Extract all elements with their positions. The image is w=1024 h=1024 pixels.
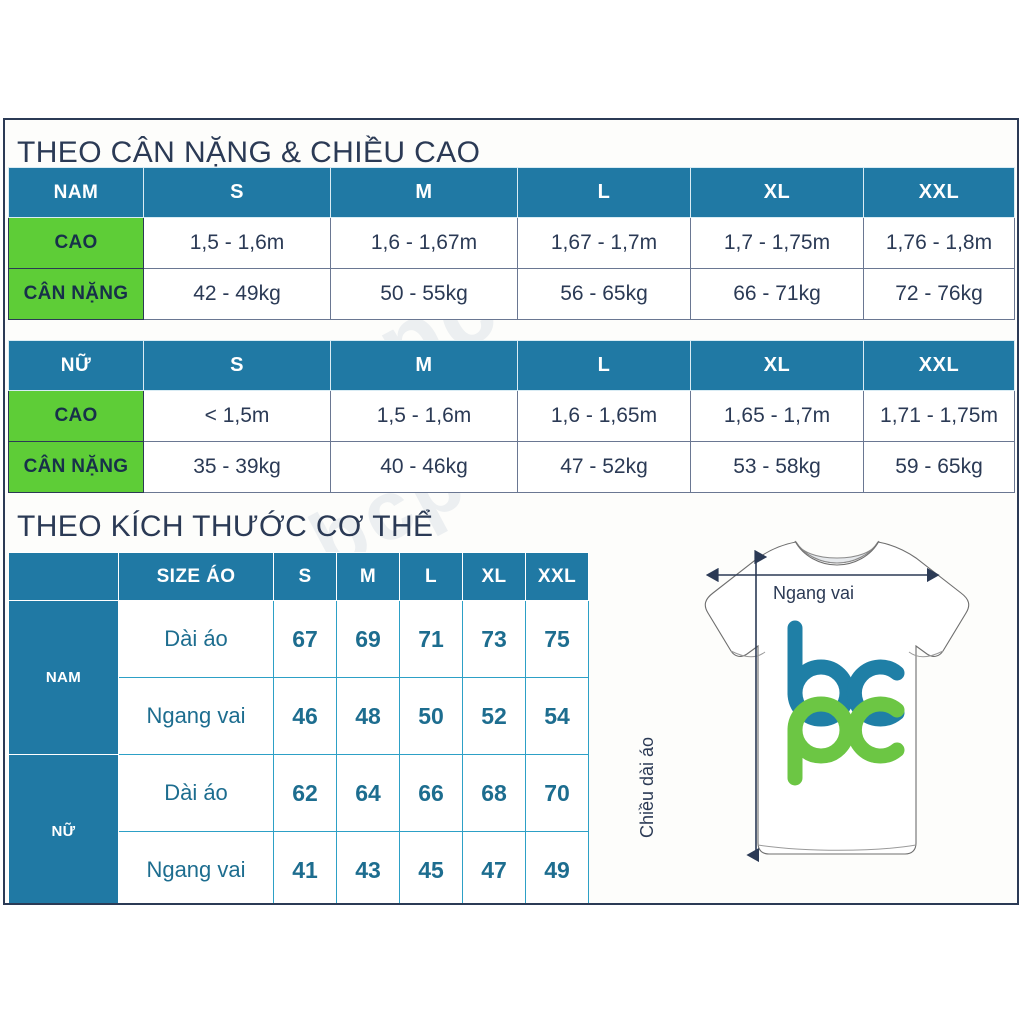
cell-women-weight-xxl: 59 - 65kg xyxy=(863,441,1015,493)
cell-men-shoulder-s: 46 xyxy=(273,677,337,755)
header-size-xl: XL xyxy=(462,552,526,601)
cell-women-height-l: 1,6 - 1,65m xyxy=(517,390,691,442)
cell-women-weight-m: 40 - 46kg xyxy=(330,441,518,493)
row-name-men-length: Dài áo xyxy=(118,600,274,678)
tshirt-bottom-hem xyxy=(757,844,917,851)
header-size-l: L xyxy=(517,167,691,218)
section-title-weight-height: THEO CÂN NẶNG & CHIỀU CAO xyxy=(17,136,481,169)
cell-women-shoulder-l: 45 xyxy=(399,831,463,903)
cell-women-length-s: 62 xyxy=(273,754,337,832)
cell-women-length-m: 64 xyxy=(336,754,400,832)
cell-men-length-m: 69 xyxy=(336,600,400,678)
header-gender-women: NỮ xyxy=(8,340,144,391)
table-row: NỮ Dài áo 62 64 66 68 70 xyxy=(8,754,589,903)
header-size-s: S xyxy=(273,552,337,601)
table-body-measurements: SIZE ÁO S M L XL XXL NAM Dài áo 67 69 71 xyxy=(8,552,589,903)
header-size-xxl: XXL xyxy=(525,552,589,601)
cell-men-weight-s: 42 - 49kg xyxy=(143,268,331,320)
tshirt-sleeve-hem-right xyxy=(908,650,944,658)
table-women-weight-height: NỮ S M L XL XXL CAO < 1,5m 1,5 - 1,6m 1,… xyxy=(8,340,1015,493)
header-size-m: M xyxy=(330,167,518,218)
table-row: CAO < 1,5m 1,5 - 1,6m 1,6 - 1,65m 1,65 -… xyxy=(8,390,1015,442)
cell-women-height-xxl: 1,71 - 1,75m xyxy=(863,390,1015,442)
header-size-l: L xyxy=(517,340,691,391)
cell-men-height-xl: 1,7 - 1,75m xyxy=(690,217,864,269)
row-name-women-shoulder: Ngang vai xyxy=(118,831,274,903)
table-row: NAM Dài áo 67 69 71 73 75 xyxy=(8,600,589,755)
header-gender-men: NAM xyxy=(8,167,144,218)
tshirt-diagram: Ngang vai Chiều dài áo xyxy=(625,525,1013,897)
header-size-l: L xyxy=(399,552,463,601)
row-name-women-length: Dài áo xyxy=(118,754,274,832)
row-label-weight: CÂN NẶNG xyxy=(8,268,144,320)
chart-frame: bcpc bcpc THEO CÂN NẶNG & CHIỀU CAO NAM … xyxy=(3,118,1019,905)
header-size-m: M xyxy=(336,552,400,601)
cell-men-weight-m: 50 - 55kg xyxy=(330,268,518,320)
header-size-xxl: XXL xyxy=(863,167,1015,218)
cell-women-shoulder-m: 43 xyxy=(336,831,400,903)
cell-men-weight-l: 56 - 65kg xyxy=(517,268,691,320)
table-row-header: NỮ S M L XL XXL xyxy=(8,340,1015,391)
cell-women-length-l: 66 xyxy=(399,754,463,832)
cell-women-shoulder-s: 41 xyxy=(273,831,337,903)
row-label-height: CAO xyxy=(8,217,144,269)
cell-men-height-s: 1,5 - 1,6m xyxy=(143,217,331,269)
table-row: CÂN NẶNG 35 - 39kg 40 - 46kg 47 - 52kg 5… xyxy=(8,441,1015,493)
cell-women-height-xl: 1,65 - 1,7m xyxy=(690,390,864,442)
cell-women-weight-s: 35 - 39kg xyxy=(143,441,331,493)
table-row: Ngang vai 41 43 45 47 49 xyxy=(9,831,589,903)
row-name-men-shoulder: Ngang vai xyxy=(118,677,274,755)
cell-men-weight-xl: 66 - 71kg xyxy=(690,268,864,320)
group-label-women: NỮ xyxy=(8,754,119,903)
group-label-men: NAM xyxy=(8,600,119,755)
shoulder-width-label: Ngang vai xyxy=(773,583,855,603)
header-size-xxl: XXL xyxy=(863,340,1015,391)
cell-men-shoulder-xl: 52 xyxy=(462,677,526,755)
chart-inner: bcpc bcpc THEO CÂN NẶNG & CHIỀU CAO NAM … xyxy=(5,120,1017,903)
cell-men-weight-xxl: 72 - 76kg xyxy=(863,268,1015,320)
cell-women-height-m: 1,5 - 1,6m xyxy=(330,390,518,442)
cell-women-shoulder-xxl: 49 xyxy=(525,831,589,903)
logo-pc-icon xyxy=(787,696,905,786)
cell-men-shoulder-m: 48 xyxy=(336,677,400,755)
cell-men-length-l: 71 xyxy=(399,600,463,678)
header-size-m: M xyxy=(330,340,518,391)
table-row: CÂN NẶNG 42 - 49kg 50 - 55kg 56 - 65kg 6… xyxy=(8,268,1015,320)
cell-men-height-l: 1,67 - 1,7m xyxy=(517,217,691,269)
logo-bc-icon xyxy=(787,620,905,727)
header-size-xl: XL xyxy=(690,167,864,218)
header-blank xyxy=(8,552,119,601)
table-men-weight-height: NAM S M L XL XXL CAO 1,5 - 1,6m 1,6 - 1,… xyxy=(8,167,1015,320)
cell-men-length-s: 67 xyxy=(273,600,337,678)
cell-men-height-m: 1,6 - 1,67m xyxy=(330,217,518,269)
table-row-header: SIZE ÁO S M L XL XXL xyxy=(8,552,589,601)
section-title-body-size: THEO KÍCH THƯỚC CƠ THỂ xyxy=(17,510,434,543)
cell-men-height-xxl: 1,76 - 1,8m xyxy=(863,217,1015,269)
cell-women-length-xxl: 70 xyxy=(525,754,589,832)
table-row: Ngang vai 46 48 50 52 54 xyxy=(9,677,589,755)
header-size-s: S xyxy=(143,340,331,391)
table-row-header: NAM S M L XL XXL xyxy=(8,167,1015,218)
row-label-height: CAO xyxy=(8,390,144,442)
cell-women-height-s: < 1,5m xyxy=(143,390,331,442)
tshirt-neckline xyxy=(794,540,880,566)
cell-women-weight-l: 47 - 52kg xyxy=(517,441,691,493)
cell-women-shoulder-xl: 47 xyxy=(462,831,526,903)
row-label-weight: CÂN NẶNG xyxy=(8,441,144,493)
header-size-s: S xyxy=(143,167,331,218)
shirt-length-label: Chiều dài áo xyxy=(637,736,658,839)
cell-men-length-xxl: 75 xyxy=(525,600,589,678)
cell-women-length-xl: 68 xyxy=(462,754,526,832)
cell-men-length-xl: 73 xyxy=(462,600,526,678)
header-size-ao: SIZE ÁO xyxy=(118,552,274,601)
cell-women-weight-xl: 53 - 58kg xyxy=(690,441,864,493)
cell-men-shoulder-l: 50 xyxy=(399,677,463,755)
cell-men-shoulder-xxl: 54 xyxy=(525,677,589,755)
table-row: CAO 1,5 - 1,6m 1,6 - 1,67m 1,67 - 1,7m 1… xyxy=(8,217,1015,269)
header-size-xl: XL xyxy=(690,340,864,391)
